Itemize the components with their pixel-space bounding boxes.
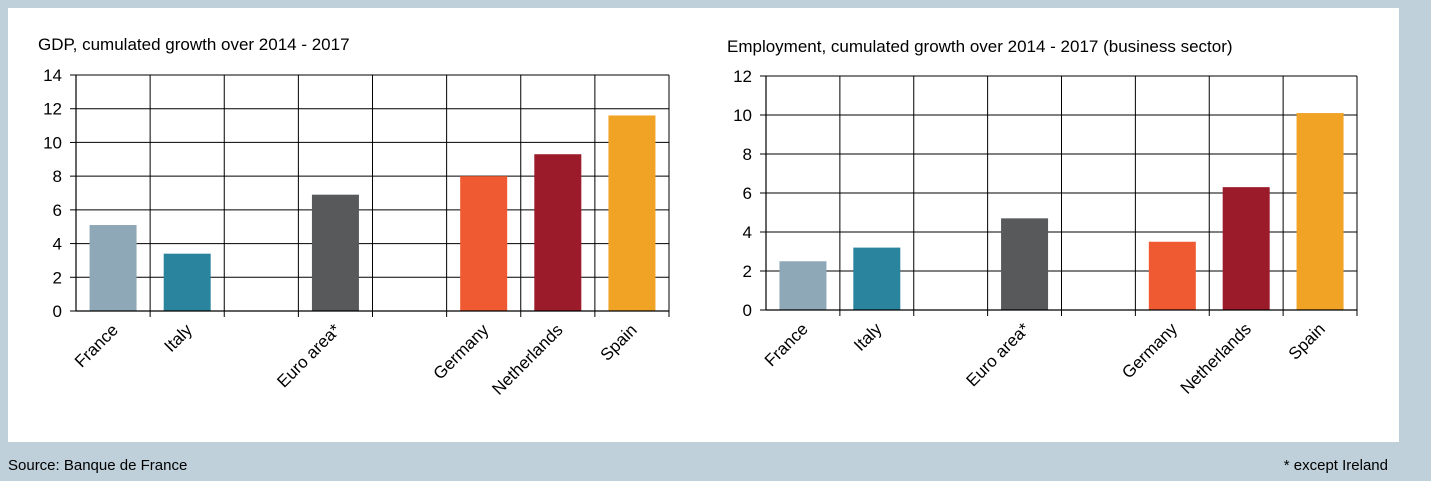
employment-x-tick-label: Euro area* xyxy=(962,319,1033,390)
employment-bar-netherlands xyxy=(1222,187,1270,310)
gdp-bar-netherlands xyxy=(534,154,582,311)
gdp-x-tick-label: Spain xyxy=(597,320,641,364)
employment-chart-title: Employment, cumulated growth over 2014 -… xyxy=(727,37,1233,56)
gdp-x-tick-label: Germany xyxy=(430,320,493,383)
employment-x-tick-label: Italy xyxy=(850,319,886,355)
gdp-y-tick-label: 6 xyxy=(53,201,62,220)
employment-bar-euro-area xyxy=(1001,218,1049,310)
gdp-x-tick-label: Netherlands xyxy=(488,320,566,398)
employment-y-tick-label: 12 xyxy=(733,67,752,86)
employment-bar-germany xyxy=(1148,241,1196,310)
employment-x-tick-label: Germany xyxy=(1118,319,1181,382)
gdp-y-tick-label: 2 xyxy=(53,268,62,287)
gdp-x-tick-label: France xyxy=(71,320,122,371)
employment-y-tick-label: 6 xyxy=(743,184,752,203)
gdp-y-tick-label: 4 xyxy=(53,235,62,254)
employment-y-tick-label: 10 xyxy=(733,106,752,125)
employment-bar-spain xyxy=(1296,113,1344,310)
gdp-y-tick-label: 10 xyxy=(43,133,62,152)
employment-x-tick-label: France xyxy=(761,319,812,370)
employment-x-tick-label: Netherlands xyxy=(1177,319,1255,397)
gdp-y-tick-label: 14 xyxy=(43,66,62,85)
employment-y-tick-label: 2 xyxy=(743,262,752,281)
employment-x-tick-label: Spain xyxy=(1285,319,1329,363)
gdp-x-tick-label: Italy xyxy=(161,320,197,356)
gdp-bar-italy xyxy=(163,253,211,311)
footnote: * except Ireland xyxy=(1283,457,1388,474)
gdp-bar-euro-area xyxy=(311,194,359,311)
gdp-y-tick-label: 8 xyxy=(53,167,62,186)
gdp-chart-title: GDP, cumulated growth over 2014 - 2017 xyxy=(38,35,350,54)
gdp-y-tick-label: 0 xyxy=(53,302,62,321)
source-note: Source: Banque de France xyxy=(8,457,188,474)
employment-bar-italy xyxy=(853,247,901,310)
employment-y-tick-label: 4 xyxy=(743,223,752,242)
employment-bar-france xyxy=(779,261,827,310)
gdp-bar-spain xyxy=(608,115,656,311)
employment-y-tick-label: 8 xyxy=(743,145,752,164)
gdp-bar-germany xyxy=(460,176,508,311)
chart-panel xyxy=(8,8,1399,442)
gdp-y-tick-label: 12 xyxy=(43,100,62,119)
employment-y-tick-label: 0 xyxy=(743,301,752,320)
gdp-x-tick-label: Euro area* xyxy=(273,320,344,391)
gdp-bar-france xyxy=(89,225,137,311)
